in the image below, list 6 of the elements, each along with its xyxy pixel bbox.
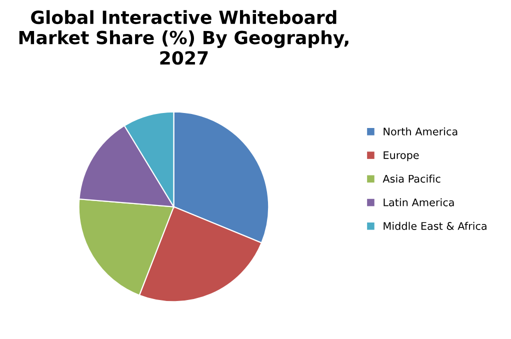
chart-title: Global Interactive Whiteboard Market Share (%) By Geography, 2027 [19,10,348,65]
legend-label: North America [384,127,458,136]
legend-label: Latin America [384,198,454,206]
legend-label: Asia Pacific [382,174,440,183]
legend-label: Europe [384,151,419,162]
legend-label: Middle East & Africa [384,222,486,230]
